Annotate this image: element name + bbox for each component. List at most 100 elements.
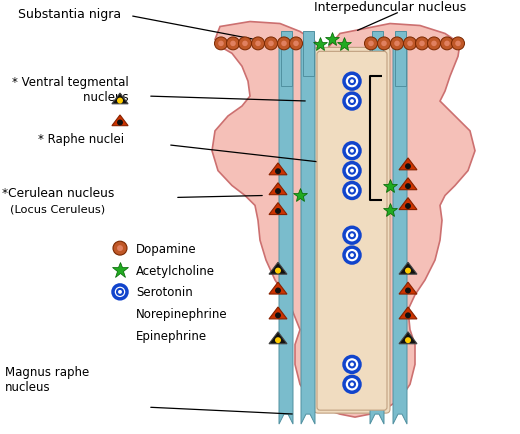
Circle shape bbox=[344, 144, 360, 159]
Circle shape bbox=[268, 42, 274, 47]
Circle shape bbox=[405, 268, 411, 274]
Polygon shape bbox=[371, 33, 383, 77]
Polygon shape bbox=[370, 42, 384, 424]
Polygon shape bbox=[301, 42, 315, 424]
Circle shape bbox=[405, 164, 411, 170]
Circle shape bbox=[227, 38, 240, 51]
Circle shape bbox=[275, 288, 281, 294]
Circle shape bbox=[344, 247, 360, 263]
Text: Norepinephrine: Norepinephrine bbox=[136, 308, 228, 320]
Circle shape bbox=[444, 42, 450, 47]
Circle shape bbox=[117, 120, 123, 126]
Circle shape bbox=[405, 204, 411, 210]
Circle shape bbox=[344, 183, 360, 199]
Circle shape bbox=[344, 74, 360, 90]
Text: Epinephrine: Epinephrine bbox=[136, 329, 207, 342]
Circle shape bbox=[415, 38, 428, 51]
Polygon shape bbox=[269, 203, 287, 215]
Circle shape bbox=[275, 208, 281, 214]
Circle shape bbox=[427, 38, 440, 51]
Polygon shape bbox=[112, 116, 128, 126]
Circle shape bbox=[405, 288, 411, 294]
Polygon shape bbox=[269, 307, 287, 319]
Text: Acetylcholine: Acetylcholine bbox=[136, 264, 215, 277]
FancyBboxPatch shape bbox=[314, 48, 390, 413]
Polygon shape bbox=[112, 94, 128, 105]
Circle shape bbox=[275, 189, 281, 194]
Circle shape bbox=[349, 148, 355, 155]
Polygon shape bbox=[269, 164, 287, 175]
Circle shape bbox=[215, 38, 228, 51]
Polygon shape bbox=[399, 158, 417, 171]
Circle shape bbox=[293, 42, 299, 47]
Polygon shape bbox=[269, 283, 287, 294]
Polygon shape bbox=[399, 283, 417, 294]
Text: Serotonin: Serotonin bbox=[136, 286, 193, 299]
Polygon shape bbox=[399, 332, 417, 344]
Circle shape bbox=[349, 233, 355, 239]
Circle shape bbox=[349, 99, 355, 105]
Circle shape bbox=[242, 42, 248, 47]
Circle shape bbox=[407, 42, 413, 47]
Circle shape bbox=[239, 38, 252, 51]
Circle shape bbox=[113, 285, 127, 299]
Polygon shape bbox=[279, 42, 293, 424]
Circle shape bbox=[117, 289, 123, 295]
Circle shape bbox=[451, 38, 464, 51]
Circle shape bbox=[405, 184, 411, 190]
Circle shape bbox=[349, 381, 355, 388]
Circle shape bbox=[344, 228, 360, 243]
Polygon shape bbox=[269, 183, 287, 195]
Polygon shape bbox=[393, 42, 407, 424]
Text: *Cerulean nucleus: *Cerulean nucleus bbox=[2, 187, 114, 200]
PathPatch shape bbox=[212, 23, 475, 417]
Circle shape bbox=[275, 312, 281, 319]
Polygon shape bbox=[303, 33, 314, 77]
Circle shape bbox=[378, 38, 391, 51]
Circle shape bbox=[252, 38, 265, 51]
Polygon shape bbox=[399, 263, 417, 275]
Text: Interpeduncular nucleus: Interpeduncular nucleus bbox=[314, 1, 466, 14]
Circle shape bbox=[344, 163, 360, 179]
Circle shape bbox=[278, 38, 291, 51]
FancyBboxPatch shape bbox=[317, 52, 387, 410]
Circle shape bbox=[405, 312, 411, 319]
Text: * Raphe nuclei: * Raphe nuclei bbox=[38, 133, 124, 146]
Circle shape bbox=[344, 357, 360, 372]
Circle shape bbox=[117, 246, 123, 252]
Circle shape bbox=[349, 253, 355, 259]
Polygon shape bbox=[269, 332, 287, 344]
Circle shape bbox=[113, 242, 127, 256]
Circle shape bbox=[218, 42, 224, 47]
Circle shape bbox=[431, 42, 437, 47]
Circle shape bbox=[440, 38, 453, 51]
Polygon shape bbox=[399, 178, 417, 190]
Circle shape bbox=[275, 337, 281, 343]
Circle shape bbox=[405, 337, 411, 343]
Circle shape bbox=[344, 94, 360, 110]
Circle shape bbox=[349, 79, 355, 85]
Polygon shape bbox=[399, 198, 417, 210]
Circle shape bbox=[349, 168, 355, 174]
Text: (Locus Ceruleus): (Locus Ceruleus) bbox=[10, 204, 105, 214]
Circle shape bbox=[349, 362, 355, 368]
Polygon shape bbox=[395, 33, 406, 87]
Circle shape bbox=[368, 42, 374, 47]
Circle shape bbox=[344, 376, 360, 392]
Text: * Ventral tegmental
        nucleus: * Ventral tegmental nucleus bbox=[12, 76, 129, 104]
Circle shape bbox=[381, 42, 387, 47]
Circle shape bbox=[117, 99, 123, 104]
Circle shape bbox=[275, 169, 281, 175]
Circle shape bbox=[281, 42, 287, 47]
Polygon shape bbox=[280, 33, 292, 87]
Circle shape bbox=[394, 42, 400, 47]
Circle shape bbox=[275, 268, 281, 274]
Circle shape bbox=[290, 38, 303, 51]
Circle shape bbox=[365, 38, 378, 51]
Circle shape bbox=[419, 42, 425, 47]
Text: Dopamine: Dopamine bbox=[136, 242, 197, 255]
Circle shape bbox=[230, 42, 236, 47]
Text: Substantia nigra: Substantia nigra bbox=[18, 8, 122, 21]
Circle shape bbox=[255, 42, 261, 47]
Polygon shape bbox=[399, 307, 417, 319]
